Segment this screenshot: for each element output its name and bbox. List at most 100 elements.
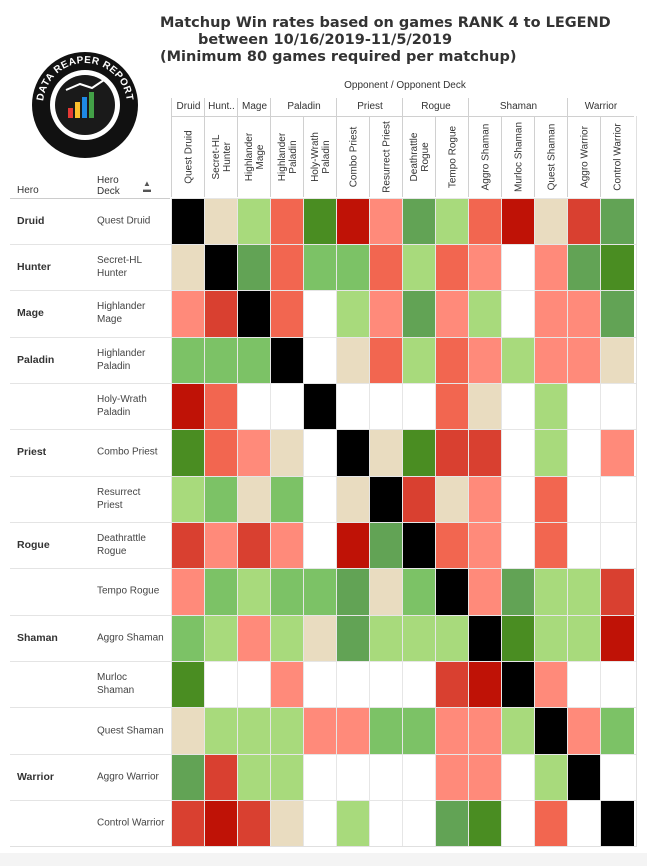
matchup-cell[interactable] — [270, 197, 304, 245]
matchup-cell[interactable] — [567, 521, 601, 570]
matchup-cell[interactable] — [435, 661, 469, 709]
matchup-cell[interactable] — [501, 521, 535, 570]
matchup-cell[interactable] — [270, 800, 304, 848]
opponent-deck-header[interactable]: Holy-Wrath Paladin — [303, 116, 337, 197]
matchup-cell[interactable] — [270, 521, 304, 570]
matchup-cell[interactable] — [336, 382, 370, 431]
matchup-cell[interactable] — [534, 800, 568, 848]
matchup-cell[interactable] — [204, 197, 238, 245]
matchup-cell[interactable] — [204, 475, 238, 523]
matchup-cell[interactable] — [468, 661, 502, 709]
matchup-cell[interactable] — [501, 336, 535, 384]
opponent-deck-header[interactable]: Murloc Shaman — [501, 116, 535, 197]
matchup-cell[interactable] — [501, 800, 535, 848]
matchup-cell[interactable] — [369, 568, 403, 616]
matchup-cell[interactable] — [270, 707, 304, 755]
matchup-cell[interactable] — [336, 243, 370, 292]
matchup-cell[interactable] — [501, 661, 535, 709]
matchup-cell[interactable] — [567, 290, 601, 338]
matchup-cell[interactable] — [600, 568, 634, 616]
matchup-cell[interactable] — [534, 475, 568, 523]
matchup-cell[interactable] — [237, 800, 271, 848]
matchup-cell[interactable] — [534, 290, 568, 338]
matchup-cell[interactable] — [600, 661, 634, 709]
matchup-cell[interactable] — [435, 568, 469, 616]
matchup-cell[interactable] — [336, 800, 370, 848]
matchup-cell[interactable] — [171, 336, 205, 384]
sort-ascending-icon[interactable]: ▲ ▬ — [143, 179, 151, 194]
matchup-cell[interactable] — [534, 707, 568, 755]
matchup-cell[interactable] — [435, 429, 469, 477]
matchup-cell[interactable] — [600, 336, 634, 384]
opponent-deck-header[interactable]: Highlander Paladin — [270, 116, 304, 197]
matchup-cell[interactable] — [204, 614, 238, 662]
matchup-cell[interactable] — [501, 475, 535, 523]
opponent-deck-header[interactable]: Quest Druid — [171, 116, 205, 197]
matchup-cell[interactable] — [336, 290, 370, 338]
matchup-cell[interactable] — [567, 429, 601, 477]
matchup-cell[interactable] — [567, 800, 601, 848]
matchup-cell[interactable] — [435, 336, 469, 384]
matchup-cell[interactable] — [369, 197, 403, 245]
matchup-cell[interactable] — [270, 614, 304, 662]
matchup-cell[interactable] — [336, 707, 370, 755]
matchup-cell[interactable] — [237, 336, 271, 384]
matchup-cell[interactable] — [435, 614, 469, 662]
matchup-cell[interactable] — [435, 707, 469, 755]
matchup-cell[interactable] — [204, 382, 238, 431]
matchup-cell[interactable] — [501, 382, 535, 431]
opponent-deck-header[interactable]: Tempo Rogue — [435, 116, 469, 197]
matchup-cell[interactable] — [534, 429, 568, 477]
matchup-cell[interactable] — [336, 475, 370, 523]
opponent-deck-header[interactable]: Aggro Shaman — [468, 116, 502, 197]
opponent-deck-header[interactable]: Deathrattle Rogue — [402, 116, 436, 197]
matchup-cell[interactable] — [237, 197, 271, 245]
matchup-cell[interactable] — [402, 382, 436, 431]
matchup-cell[interactable] — [270, 753, 304, 802]
matchup-cell[interactable] — [303, 475, 337, 523]
matchup-cell[interactable] — [402, 290, 436, 338]
matchup-cell[interactable] — [336, 197, 370, 245]
matchup-cell[interactable] — [171, 197, 205, 245]
matchup-cell[interactable] — [171, 800, 205, 848]
matchup-cell[interactable] — [501, 614, 535, 662]
matchup-cell[interactable] — [435, 800, 469, 848]
matchup-cell[interactable] — [369, 290, 403, 338]
matchup-cell[interactable] — [600, 753, 634, 802]
matchup-cell[interactable] — [534, 243, 568, 292]
opponent-deck-header[interactable]: Highlander Mage — [237, 116, 271, 197]
matchup-cell[interactable] — [171, 243, 205, 292]
matchup-cell[interactable] — [534, 568, 568, 616]
matchup-cell[interactable] — [468, 614, 502, 662]
matchup-cell[interactable] — [204, 336, 238, 384]
matchup-cell[interactable] — [435, 290, 469, 338]
matchup-cell[interactable] — [303, 521, 337, 570]
matchup-cell[interactable] — [435, 475, 469, 523]
matchup-cell[interactable] — [435, 753, 469, 802]
matchup-cell[interactable] — [435, 197, 469, 245]
matchup-cell[interactable] — [204, 568, 238, 616]
matchup-cell[interactable] — [369, 336, 403, 384]
matchup-cell[interactable] — [468, 382, 502, 431]
matchup-cell[interactable] — [204, 521, 238, 570]
matchup-cell[interactable] — [600, 382, 634, 431]
matchup-cell[interactable] — [501, 243, 535, 292]
matchup-cell[interactable] — [171, 661, 205, 709]
matchup-cell[interactable] — [468, 290, 502, 338]
matchup-cell[interactable] — [336, 568, 370, 616]
matchup-cell[interactable] — [336, 521, 370, 570]
matchup-cell[interactable] — [303, 243, 337, 292]
matchup-cell[interactable] — [369, 800, 403, 848]
matchup-cell[interactable] — [402, 753, 436, 802]
matchup-cell[interactable] — [303, 707, 337, 755]
matchup-cell[interactable] — [600, 521, 634, 570]
matchup-cell[interactable] — [270, 243, 304, 292]
matchup-cell[interactable] — [336, 429, 370, 477]
matchup-cell[interactable] — [468, 243, 502, 292]
matchup-cell[interactable] — [468, 336, 502, 384]
matchup-cell[interactable] — [534, 753, 568, 802]
matchup-cell[interactable] — [303, 661, 337, 709]
matchup-cell[interactable] — [336, 336, 370, 384]
matchup-cell[interactable] — [171, 614, 205, 662]
matchup-cell[interactable] — [402, 243, 436, 292]
